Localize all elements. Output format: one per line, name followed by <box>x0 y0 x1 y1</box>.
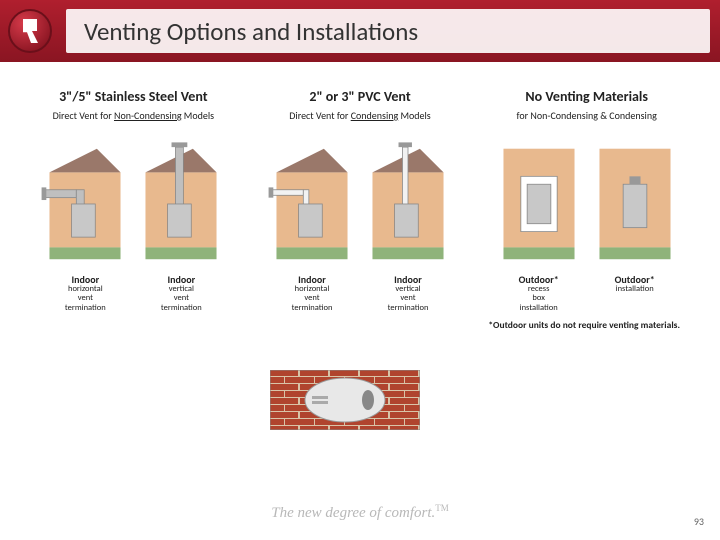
column-subtitle: for Non-Condensing & Condensing <box>473 109 700 122</box>
diagram: Indoorhorizontalventtermination <box>267 132 357 313</box>
header-bar: Venting Options and Installations <box>0 0 720 62</box>
column-title: 2" or 3" PVC Vent <box>247 88 474 105</box>
page-title: Venting Options and Installations <box>84 16 418 47</box>
tagline: The new degree of comfort.TM <box>0 503 720 522</box>
footnote: *Outdoor units do not require venting ma… <box>0 319 720 331</box>
column-0: 3"/5" Stainless Steel Vent Direct Vent fo… <box>20 88 247 313</box>
columns: 3"/5" Stainless Steel VentDirect Vent fo… <box>0 88 720 313</box>
diagram-label: Indoorverticalventtermination <box>161 274 202 313</box>
title-wrap: Venting Options and Installations <box>66 9 710 53</box>
diagram-label: Outdoor*installation <box>615 274 655 294</box>
diagram: Indoorverticalventtermination <box>136 132 226 313</box>
diagram: Indoorverticalventtermination <box>363 132 453 313</box>
column-title: 3"/5" Stainless Steel Vent <box>20 88 247 105</box>
brand-logo <box>8 9 52 53</box>
diagram-row: Indoorhorizontalventtermination Indoorve… <box>20 132 247 313</box>
column-1: 2" or 3" PVC Vent Direct Vent for Condens… <box>247 88 474 313</box>
diagram-label: Indoorverticalventtermination <box>388 274 429 313</box>
column-subtitle: Direct Vent for Condensing Models <box>247 109 474 122</box>
diagram-label: Outdoor*recessboxinstallation <box>519 274 559 313</box>
diagram-row: Outdoor*recessboxinstallation Outdoor*in… <box>473 132 700 313</box>
brick-insert <box>270 370 420 435</box>
page-number: 93 <box>694 515 704 528</box>
column-subtitle: Direct Vent for Non-Condensing Models <box>20 109 247 122</box>
column-2: No Venting Materials for Non-Condensing &… <box>473 88 700 313</box>
diagram-row: Indoorhorizontalventtermination Indoorve… <box>247 132 474 313</box>
diagram: Outdoor*installation <box>590 132 680 313</box>
diagram-label: Indoorhorizontalventtermination <box>65 274 106 313</box>
diagram: Indoorhorizontalventtermination <box>40 132 130 313</box>
diagram: Outdoor*recessboxinstallation <box>494 132 584 313</box>
column-title: No Venting Materials <box>473 88 700 105</box>
diagram-label: Indoorhorizontalventtermination <box>292 274 333 313</box>
